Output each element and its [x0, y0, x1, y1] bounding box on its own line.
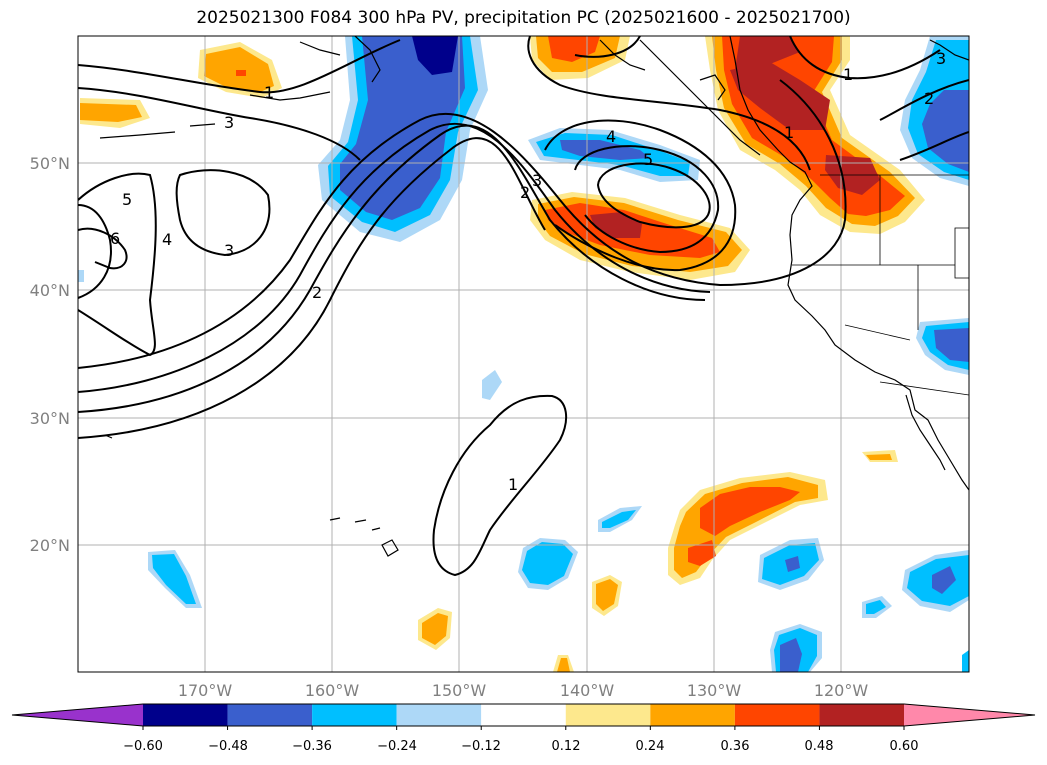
- colorbar-bin: [650, 704, 735, 726]
- lon-label-120w: 120°W: [814, 681, 869, 700]
- lon-label-170w: 170°W: [178, 681, 233, 700]
- precip-shading: [78, 36, 969, 672]
- political-borders: [792, 174, 969, 396]
- colorbar-tick: −0.12: [461, 739, 501, 754]
- contour-label: 5: [643, 150, 653, 169]
- contour-label: 3: [224, 241, 234, 260]
- contour-label: 3: [936, 49, 946, 68]
- colorbar-bin: [734, 704, 820, 726]
- colorbar-tick: −0.36: [292, 739, 332, 754]
- colorbar-tick: 0.60: [890, 739, 919, 754]
- lon-label-140w: 140°W: [560, 681, 615, 700]
- colorbar-tick: −0.48: [208, 739, 248, 754]
- longitude-labels: 170°W 160°W 150°W 140°W 130°W 120°W: [178, 681, 869, 700]
- colorbar-bin: [565, 704, 651, 726]
- map-title: 2025021300 F084 300 hPa PV, precipitatio…: [196, 8, 851, 28]
- contour-label: 3: [224, 113, 234, 132]
- latitude-labels: 50°N 40°N 30°N 20°N: [30, 154, 70, 555]
- contour-label: 2: [520, 183, 530, 202]
- lat-label-20n: 20°N: [30, 536, 70, 555]
- contour-label: 3: [532, 171, 542, 190]
- colorbar-tick-labels: −0.60 −0.48 −0.36 −0.24 −0.12 0.12 0.24 …: [123, 739, 918, 754]
- colorbar: [11, 703, 1036, 730]
- colorbar-bin: [227, 704, 313, 726]
- contour-label: 1: [508, 475, 518, 494]
- colorbar-bin: [312, 704, 397, 726]
- pv-contours: [78, 36, 969, 577]
- contour-label: 2: [924, 89, 934, 108]
- colorbar-tick: −0.60: [123, 739, 163, 754]
- lon-label-150w: 150°W: [432, 681, 487, 700]
- colorbar-tick: 0.48: [805, 739, 834, 754]
- colorbar-bin: [819, 704, 904, 726]
- lon-label-130w: 130°W: [687, 681, 742, 700]
- map-plot-area: 1 3 5 6 4 3 2 2 3 4 5 1 1 1 2 3: [78, 36, 969, 672]
- contour-label: 4: [606, 127, 616, 146]
- contour-label: 1: [843, 65, 853, 84]
- contour-labels: 1 3 5 6 4 3 2 2 3 4 5 1 1 1 2 3: [110, 49, 946, 494]
- contour-label: 1: [264, 83, 274, 102]
- colorbar-tick: 0.12: [552, 739, 581, 754]
- coastlines: [99, 36, 969, 557]
- colorbar-tick: 0.36: [721, 739, 750, 754]
- colorbar-bin: [143, 704, 228, 726]
- lat-label-50n: 50°N: [30, 154, 70, 173]
- map-frame: [77, 35, 970, 673]
- colorbar-bin: [396, 704, 482, 726]
- colorbar-bin: [481, 704, 566, 726]
- lat-label-30n: 30°N: [30, 409, 70, 428]
- contour-label: 5: [122, 190, 132, 209]
- colorbar-bin: [12, 704, 143, 726]
- contour-label: 6: [110, 229, 120, 248]
- lat-label-40n: 40°N: [30, 281, 70, 300]
- contour-label: 1: [784, 123, 794, 142]
- contour-label: 2: [312, 283, 322, 302]
- contour-label: 4: [162, 230, 172, 249]
- colorbar-tick: −0.24: [377, 739, 417, 754]
- colorbar-tick: 0.24: [636, 739, 665, 754]
- lon-label-160w: 160°W: [305, 681, 360, 700]
- graticule: [78, 36, 969, 672]
- colorbar-bin: [904, 704, 1035, 726]
